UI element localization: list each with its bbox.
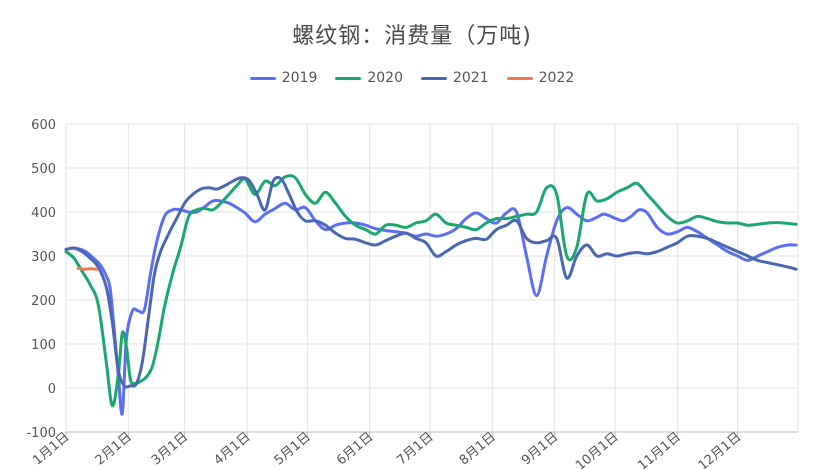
y-tick-label: 0 [48,382,56,397]
legend-swatch-2020 [335,76,362,80]
legend-label-2019: 2019 [281,70,318,86]
chart-legend: 2019 2020 2021 2022 [0,70,824,86]
x-axis: 1月1日 2月1日 3月1日 4月1日 5月1日 6月1日 7月1日 8月1日 9月1日 10月1… [30,430,744,469]
legend-label-2021: 2021 [453,70,489,86]
x-tick-label: 7月1日 [394,430,436,469]
y-tick-label: 300 [31,250,56,265]
series-lines [64,174,798,416]
legend-item-2022[interactable]: 2022 [506,70,575,86]
chart-title: 螺纹钢：消费量（万吨) [292,24,532,49]
legend-item-2019[interactable]: 2019 [249,70,318,86]
y-tick-label: 200 [31,294,56,309]
x-tick-label: 8月1日 [457,430,499,469]
x-tick-label: 4月1日 [211,430,253,469]
legend-item-2021[interactable]: 2021 [421,70,489,86]
legend-item-2020[interactable]: 2020 [335,70,403,86]
y-tick-label: 500 [31,162,56,177]
series-line-2022[interactable] [76,266,98,271]
y-axis: -100 0 100 200 300 400 500 600 [26,118,56,441]
x-tick-label: 12月1日 [696,430,745,469]
x-tick-label: 6月1日 [334,430,376,469]
series-line-2020[interactable] [64,174,798,408]
series-line-2021[interactable] [64,175,798,389]
legend-swatch-2021 [421,76,447,80]
legend-swatch-2019 [249,76,276,80]
y-tick-label: -100 [26,426,56,441]
x-tick-label: 2月1日 [93,430,135,469]
legend-label-2022: 2022 [538,70,575,86]
y-tick-label: 600 [31,118,56,133]
x-tick-label: 10月1日 [573,430,622,469]
x-tick-label: 5月1日 [272,430,314,469]
series-line-2019[interactable] [64,198,798,416]
legend-swatch-2022 [506,76,533,80]
grid [65,123,799,433]
x-tick-label: 9月1日 [519,430,561,469]
x-tick-label: 11月1日 [635,430,684,469]
legend-label-2020: 2020 [367,70,403,86]
y-tick-label: 400 [31,206,56,221]
y-tick-label: 100 [31,338,56,353]
x-tick-label: 3月1日 [149,430,191,469]
